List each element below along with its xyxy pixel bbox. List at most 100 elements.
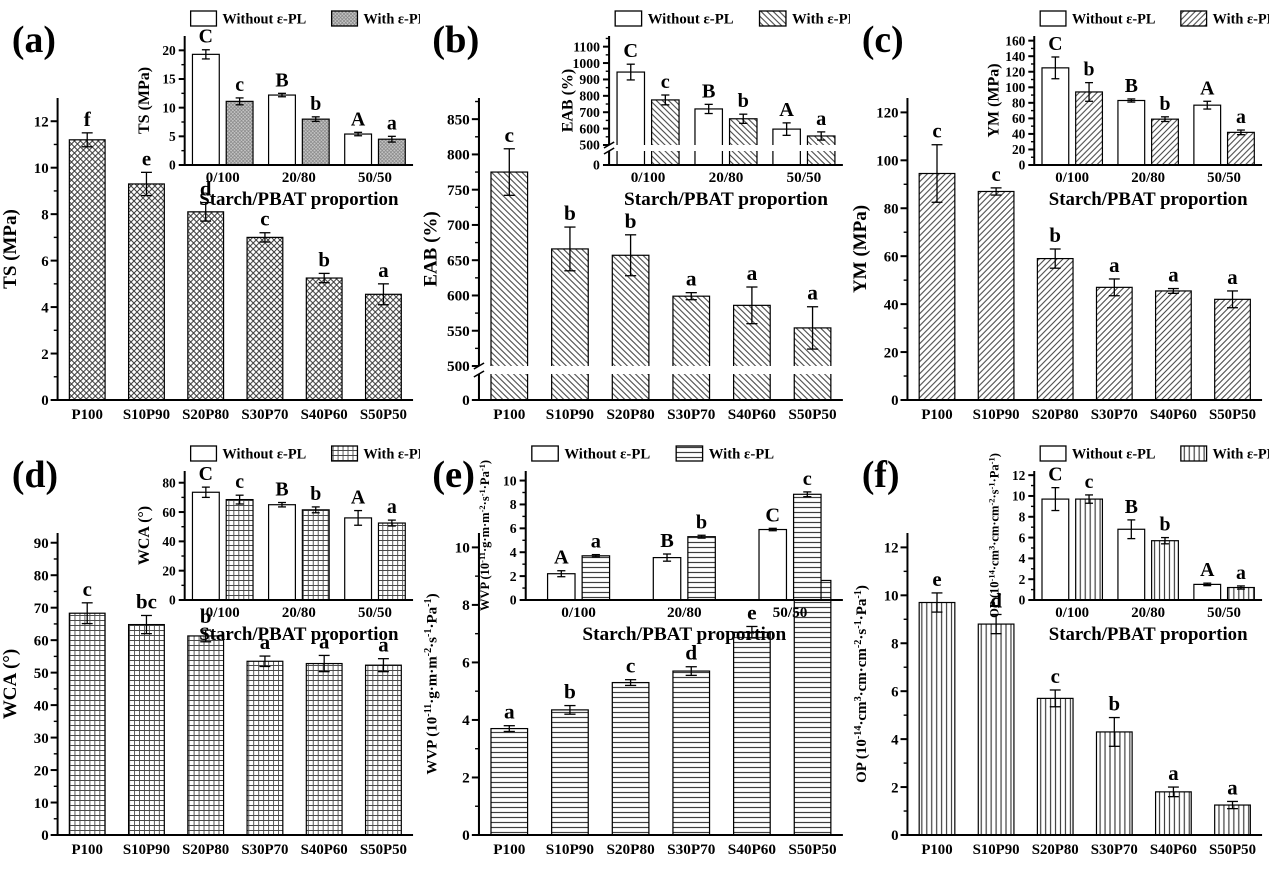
significance-letter: a — [319, 629, 330, 653]
bar — [1151, 118, 1179, 166]
main-y-axis-title: EAB (%) — [420, 211, 441, 286]
significance-letter: e — [142, 146, 151, 170]
tick-label: 40 — [34, 698, 49, 714]
significance-letter: A — [351, 108, 366, 130]
inset-category-label: 20/80 — [282, 170, 316, 186]
significance-letter: b — [310, 93, 321, 115]
significance-letter: c — [1051, 664, 1060, 688]
category-label: S40P60 — [1150, 407, 1197, 423]
significance-letter: d — [200, 176, 212, 200]
significance-letter: c — [83, 577, 92, 601]
inset-category-label: 0/100 — [206, 170, 240, 186]
significance-letter: a — [1168, 262, 1179, 286]
panel-e-chart: (e)0246810abcdefP100S10P90S20P80S30P70S4… — [423, 445, 843, 858]
bar — [1226, 131, 1255, 166]
tick-label: 90 — [34, 536, 49, 552]
significance-letter: A — [554, 547, 569, 569]
bar — [611, 681, 650, 836]
axis-break-band — [610, 145, 843, 151]
bar — [611, 254, 650, 401]
inset-y-axis-title: YM (MPa) — [986, 63, 1003, 137]
tick-label: 6 — [462, 656, 470, 672]
category-label: S50P50 — [360, 842, 407, 858]
main-y-axis-title: YM (MPa) — [850, 205, 871, 293]
bar — [551, 709, 589, 836]
category-label: S40P60 — [728, 842, 776, 858]
significance-letter: c — [235, 471, 244, 493]
inset-category-label: 20/80 — [1131, 605, 1165, 621]
tick-label: 60 — [162, 505, 176, 520]
panel-letter: (e) — [432, 454, 475, 496]
category-label: S30P70 — [241, 842, 288, 858]
inset-x-axis-title: Starch/PBAT proportion — [199, 624, 399, 645]
axis-break-mark — [603, 147, 615, 155]
inset-category-label: 50/50 — [1207, 170, 1241, 186]
category-label: P100 — [921, 842, 952, 858]
category-label: S30P70 — [1091, 407, 1138, 423]
tick-label: 20 — [34, 763, 49, 779]
bar — [652, 556, 682, 601]
significance-letter: c — [1085, 471, 1094, 493]
legend-swatch-with — [675, 445, 704, 462]
category-label: S30P70 — [241, 407, 288, 423]
bar — [1095, 731, 1133, 836]
tick-label: 8 — [462, 598, 470, 614]
bar — [732, 631, 771, 836]
significance-letter: A — [1200, 77, 1215, 99]
tick-label: 800 — [579, 89, 600, 104]
category-label: S50P50 — [1209, 407, 1256, 423]
bar — [977, 190, 1015, 401]
tick-label: 8 — [1019, 509, 1026, 524]
category-label: S50P50 — [788, 842, 836, 858]
tick-label: 100 — [876, 154, 898, 170]
bar — [301, 118, 330, 166]
tick-label: 850 — [447, 113, 470, 129]
inset-y-axis-title: WCA (°) — [136, 506, 153, 565]
tick-label: 120 — [876, 106, 898, 122]
legend-label-without: Without ε-PL — [1072, 11, 1156, 27]
legend-label-with: With ε-PL — [709, 447, 775, 463]
bar — [364, 293, 402, 401]
legend-swatch-with — [758, 10, 787, 27]
significance-letter: e — [747, 601, 756, 625]
tick-label: 60 — [34, 633, 49, 649]
main-y-axis-title: WVP (10-11·g·m·m-2·s-1·Pa-1) — [423, 593, 440, 774]
main-y-axis-title: WCA (°) — [0, 649, 21, 719]
significance-letter: a — [504, 700, 515, 724]
tick-label: 100 — [1005, 80, 1025, 95]
tick-label: 2 — [462, 771, 470, 787]
tick-label: 10 — [503, 473, 517, 488]
bar — [1075, 498, 1104, 601]
tick-label: 500 — [447, 359, 470, 375]
bar — [616, 71, 646, 166]
tick-label: 20 — [162, 563, 176, 578]
significance-letter: b — [1084, 59, 1095, 81]
tick-label: 0 — [891, 828, 898, 844]
category-label: S20P80 — [182, 842, 229, 858]
significance-letter: A — [1200, 559, 1215, 581]
inset-category-label: 0/100 — [631, 170, 666, 186]
inset-category-label: 50/50 — [787, 170, 822, 186]
panel-letter: (b) — [432, 19, 479, 61]
inset-category-label: 20/80 — [282, 605, 316, 621]
tick-label: 12 — [884, 541, 899, 557]
bar — [1117, 528, 1146, 601]
significance-letter: b — [625, 209, 637, 233]
tick-label: 0 — [1019, 593, 1026, 608]
significance-letter: A — [351, 487, 366, 509]
category-label: P100 — [72, 842, 103, 858]
category-label: S10P90 — [123, 842, 170, 858]
tick-label: 0 — [510, 593, 517, 608]
significance-letter: b — [1109, 691, 1121, 715]
significance-letter: c — [505, 123, 514, 147]
bar — [1193, 104, 1222, 166]
significance-letter: B — [275, 478, 288, 500]
tick-label: 0 — [593, 158, 600, 173]
significance-letter: c — [991, 162, 1000, 186]
tick-label: 1100 — [573, 39, 600, 54]
bar — [344, 133, 373, 166]
bar — [793, 579, 832, 836]
